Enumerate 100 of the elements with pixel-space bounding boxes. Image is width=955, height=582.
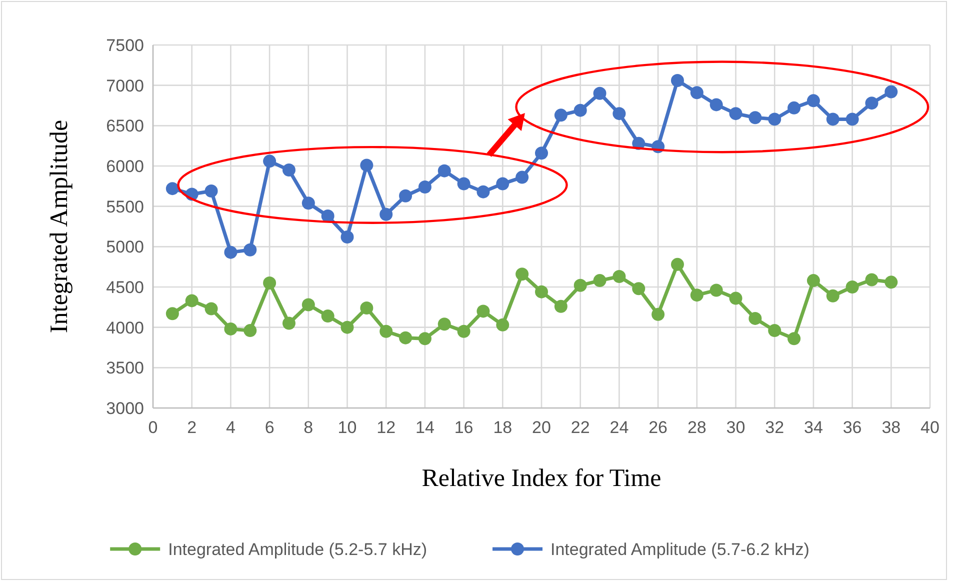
y-tick-label: 3000 xyxy=(106,398,144,418)
x-tick-label: 0 xyxy=(148,418,158,437)
x-tick-label: 14 xyxy=(415,418,434,437)
point xyxy=(593,86,606,100)
x-tick-label: 8 xyxy=(304,418,314,437)
point xyxy=(593,274,606,288)
point xyxy=(185,294,198,308)
x-tick-label: 38 xyxy=(882,418,901,437)
point xyxy=(438,318,451,331)
y-tick-label: 6000 xyxy=(106,156,144,176)
point xyxy=(826,112,840,126)
point xyxy=(360,158,374,172)
x-tick-label: 26 xyxy=(648,418,668,437)
x-tick-label: 2 xyxy=(187,418,197,437)
point xyxy=(418,180,432,194)
y-tick-label: 3500 xyxy=(106,358,144,378)
point xyxy=(418,332,432,346)
point xyxy=(535,285,548,298)
point xyxy=(865,273,878,286)
x-tick-label: 40 xyxy=(920,418,940,437)
point xyxy=(554,108,568,122)
point xyxy=(748,312,762,325)
point xyxy=(302,196,315,210)
point xyxy=(632,282,646,296)
point xyxy=(788,332,801,346)
point xyxy=(865,96,878,110)
point xyxy=(321,310,334,323)
point xyxy=(321,210,334,223)
point xyxy=(399,189,412,202)
x-axis-title: Relative Index for Time xyxy=(422,465,662,492)
point xyxy=(166,307,179,320)
point xyxy=(457,177,470,190)
x-tick-label: 10 xyxy=(338,418,357,437)
point xyxy=(516,268,529,281)
point xyxy=(670,74,684,87)
x-tick-label: 20 xyxy=(532,418,551,437)
x-tick-label: 22 xyxy=(570,418,590,437)
x-tick-label: 30 xyxy=(726,418,746,437)
point xyxy=(884,85,898,98)
y-tick-label: 4500 xyxy=(106,278,144,297)
point xyxy=(710,98,723,112)
point xyxy=(204,302,218,316)
point xyxy=(670,258,684,271)
point xyxy=(535,146,548,160)
point xyxy=(399,331,412,344)
point xyxy=(574,278,587,292)
point xyxy=(690,86,704,100)
point xyxy=(612,107,626,120)
y-tick-label: 5500 xyxy=(106,197,144,216)
legend-label: Integrated Amplitude (5.2-5.7 kHz) xyxy=(168,540,428,559)
point xyxy=(652,308,665,321)
point xyxy=(496,177,510,190)
point xyxy=(224,246,238,259)
point xyxy=(282,316,296,330)
point xyxy=(806,94,820,108)
x-tick-label: 24 xyxy=(610,418,629,437)
point xyxy=(788,101,801,114)
y-tick-label: 4000 xyxy=(106,318,144,338)
point xyxy=(768,112,782,126)
point xyxy=(846,280,859,294)
x-tick-label: 32 xyxy=(765,418,784,437)
point xyxy=(574,104,587,117)
point xyxy=(846,112,859,126)
point xyxy=(224,322,238,336)
point xyxy=(768,324,782,338)
point xyxy=(380,324,393,338)
point xyxy=(476,304,490,318)
x-tick-label: 36 xyxy=(842,418,862,437)
point xyxy=(263,276,276,290)
y-tick-label: 7500 xyxy=(106,36,144,55)
point xyxy=(282,164,296,177)
x-tick-label: 6 xyxy=(264,418,274,437)
x-tick-label: 4 xyxy=(226,418,236,437)
y-tick-label: 6500 xyxy=(106,116,144,136)
point xyxy=(244,243,257,256)
point xyxy=(380,208,393,221)
x-tick-label: 18 xyxy=(493,418,512,437)
y-axis-title: Integrated Amplitude xyxy=(46,120,73,334)
point xyxy=(806,274,820,288)
x-tick-label: 12 xyxy=(376,418,396,437)
point xyxy=(204,184,218,198)
point xyxy=(690,288,704,302)
x-tick-label: 16 xyxy=(454,418,474,437)
point xyxy=(340,230,354,244)
point xyxy=(302,298,315,312)
y-tick-label: 7000 xyxy=(106,76,144,96)
point xyxy=(360,301,374,314)
point xyxy=(340,320,354,334)
y-tick-label: 5000 xyxy=(106,238,144,257)
x-tick-label: 28 xyxy=(687,418,706,437)
point xyxy=(826,289,840,302)
point xyxy=(748,111,762,124)
point xyxy=(710,284,723,297)
point xyxy=(438,164,451,178)
point xyxy=(166,182,179,196)
point xyxy=(729,292,742,305)
point xyxy=(244,324,257,338)
point xyxy=(263,154,276,168)
point xyxy=(554,300,568,313)
point xyxy=(457,324,470,338)
